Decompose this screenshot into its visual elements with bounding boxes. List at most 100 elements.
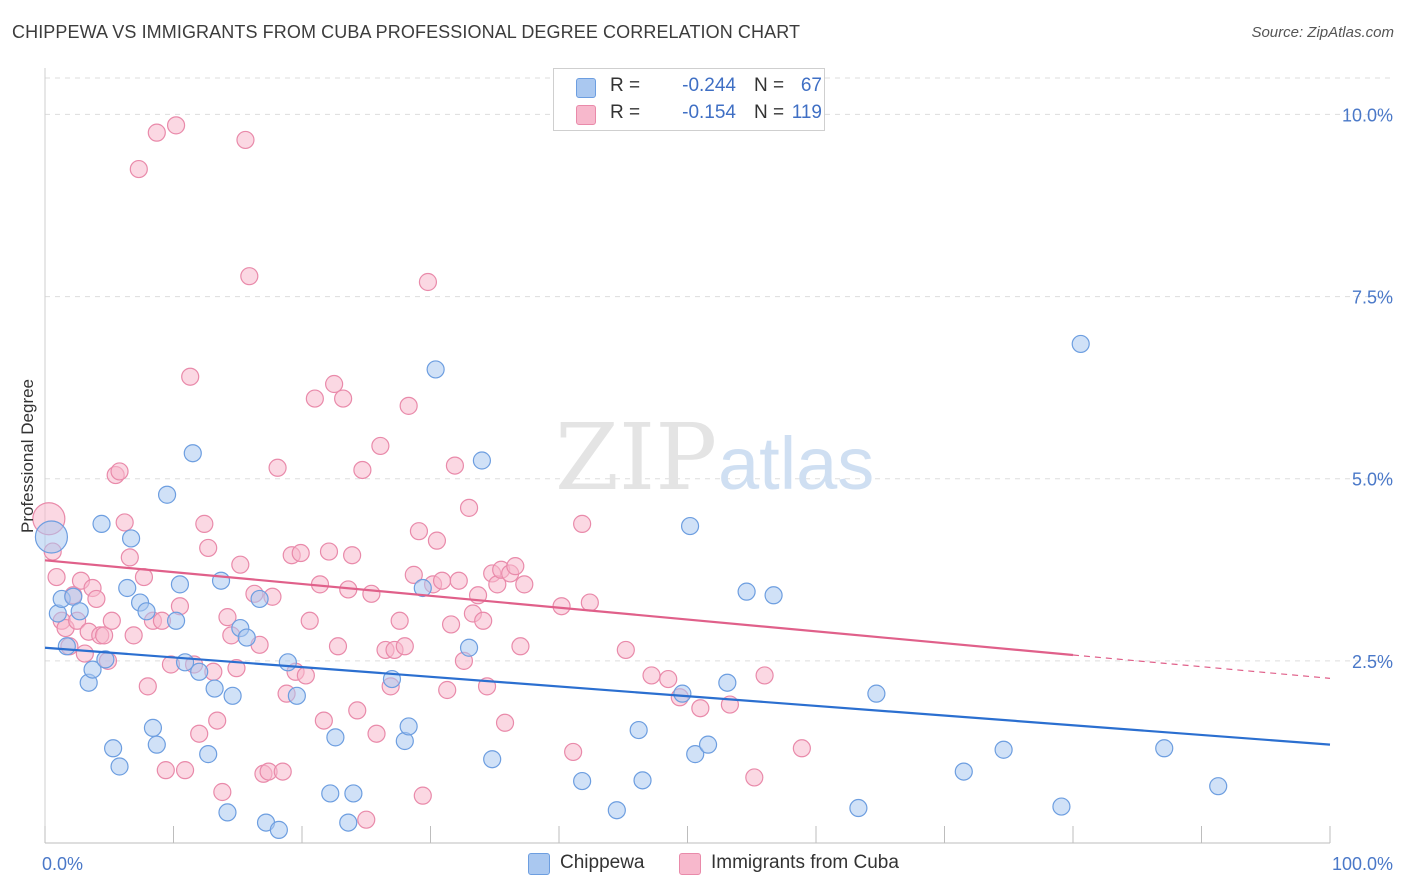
chippewa-point (633, 771, 652, 790)
n-label: N = (754, 75, 785, 96)
source-label: Source: ZipAtlas.com (1251, 24, 1394, 41)
chippewa-point (339, 813, 358, 832)
cuba-point (291, 543, 310, 563)
chippewa-point (737, 582, 756, 601)
cuba-point (449, 571, 468, 590)
cuba-swatch (576, 105, 596, 125)
chippewa-point (250, 589, 269, 609)
cuba-point (199, 538, 218, 558)
cuba-point (195, 514, 214, 533)
chippewa-swatch (576, 78, 596, 98)
chippewa-point (218, 803, 237, 822)
chippewa-point (110, 757, 129, 776)
cuba-point (134, 567, 154, 587)
cuba-point (334, 389, 353, 408)
chippewa-point (954, 762, 973, 781)
cuba-point (87, 589, 106, 609)
stats-legend: R = -0.244 N = 67 R = -0.154 N = 119 (553, 68, 825, 131)
y-axis-label: Professional Degree (18, 379, 37, 533)
cuba-point (792, 739, 811, 758)
cuba-point (208, 711, 227, 730)
chippewa-point (278, 653, 297, 672)
cuba-point (691, 699, 710, 718)
chippewa-point (166, 611, 186, 630)
cuba-point (395, 637, 414, 656)
cuba-point (616, 640, 635, 660)
trend-lines (44, 559, 1331, 746)
chippewa-point (104, 739, 123, 758)
axes (44, 68, 1331, 844)
watermark-zip: ZIP (555, 404, 717, 511)
cuba-point (218, 608, 237, 627)
y-tick-label: 10.0% (1342, 105, 1393, 125)
chippewa-point (143, 718, 163, 737)
y-tick-label: 2.5% (1352, 652, 1393, 672)
chippewa-point (205, 679, 224, 698)
cuba-point (236, 130, 255, 150)
legend-label-cuba: Immigrants from Cuba (711, 852, 899, 873)
chippewa-point (849, 798, 868, 818)
chippewa-point (287, 686, 306, 705)
chippewa-point (147, 735, 166, 754)
cuba-point (95, 626, 114, 645)
cuba-point (413, 786, 432, 805)
cuba-point (390, 611, 409, 630)
cuba-point (314, 711, 333, 730)
legend-label-chippewa: Chippewa (560, 852, 645, 873)
cuba-point (427, 531, 447, 550)
cuba-point (227, 659, 246, 678)
cuba-point (343, 546, 362, 565)
cuba-point (459, 498, 479, 517)
cuba-point (755, 666, 774, 685)
cuba-point (138, 677, 157, 696)
cuba-trend-extension (1072, 654, 1331, 679)
cuba-point (495, 713, 515, 732)
chippewa-point (573, 771, 592, 791)
y-tick-label: 5.0% (1352, 470, 1393, 490)
chippewa-point (680, 516, 700, 536)
cuba-point (353, 460, 372, 480)
cuba-point (47, 567, 66, 587)
chart-title: CHIPPEWA VS IMMIGRANTS FROM CUBA PROFESS… (12, 22, 801, 42)
cuba-point (506, 557, 525, 576)
chippewa-point (57, 637, 76, 656)
chippewa-point (1071, 334, 1090, 354)
chippewa-point (92, 514, 111, 533)
cuba-point (319, 542, 339, 561)
cuba-point (745, 768, 764, 787)
y-tick-label: 7.5% (1352, 288, 1393, 308)
cuba-point (75, 644, 94, 663)
chippewa-point (211, 571, 231, 590)
cuba-point (296, 666, 315, 685)
chippewa-point (686, 745, 705, 764)
cuba-point (474, 611, 493, 630)
cuba-point (213, 782, 232, 802)
cuba-point (564, 742, 583, 762)
cuba-point (552, 597, 571, 616)
cuba-point (642, 666, 661, 685)
n-label: N = (754, 102, 785, 123)
chippewa-point (223, 686, 242, 705)
cuba-point (124, 626, 143, 645)
chippewa-point (413, 578, 432, 598)
cuba-point (418, 272, 438, 292)
chippewa-point (157, 485, 177, 504)
cuba-swatch (679, 853, 701, 875)
chippewa-point (1052, 797, 1071, 816)
x-tick-label: 100.0% (1332, 854, 1393, 874)
chippewa-point (269, 820, 288, 839)
cuba-point (129, 159, 148, 179)
cuba-point (399, 396, 418, 415)
chippewa-point (472, 451, 491, 470)
cuba-point (273, 762, 292, 781)
chippewa-point (344, 784, 363, 803)
cuba-point (409, 522, 429, 541)
cuba-point (156, 761, 175, 780)
r-value: -0.154 (682, 102, 736, 123)
chippewa-point (459, 638, 479, 657)
watermark: ZIP atlas (555, 404, 874, 511)
cuba-point (102, 611, 121, 630)
cuba-point (166, 116, 186, 135)
chippewa-point (718, 673, 737, 692)
cuba-point (348, 701, 367, 720)
